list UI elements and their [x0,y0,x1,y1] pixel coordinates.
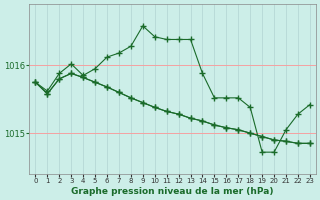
X-axis label: Graphe pression niveau de la mer (hPa): Graphe pression niveau de la mer (hPa) [71,187,274,196]
